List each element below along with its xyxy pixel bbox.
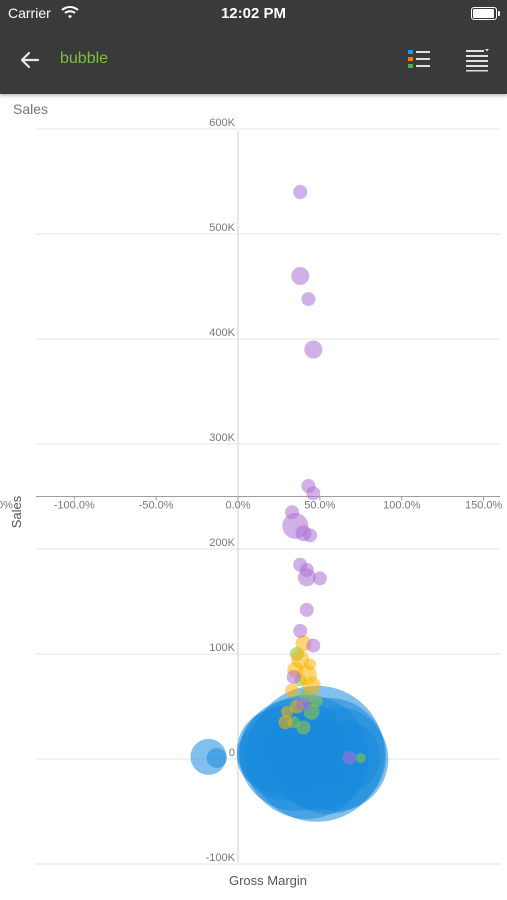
bubble-point [312,571,327,586]
bubble-point [293,623,308,638]
menu-lines-icon[interactable] [464,46,490,72]
y-tick-label: -100K [206,852,236,864]
y-tick-label: 300K [209,432,235,444]
bubble-point [296,697,311,712]
navigation-bar: bubble [0,28,507,94]
bubble-point [296,720,311,735]
chart-title: Sales [13,101,49,117]
legend-list-icon[interactable] [406,46,432,72]
x-axis-title: Gross Margin [229,873,307,888]
bubble-point [297,568,316,587]
x-tick-label: 100.0% [383,500,421,512]
back-arrow-icon[interactable] [18,48,42,72]
bubble-point [285,683,300,698]
wifi-icon [61,6,79,19]
status-time: 12:02 PM [220,5,287,22]
x-tick-label: -150.0% [0,500,13,512]
x-tick-label: -50.0% [139,500,174,512]
bubble-point [206,747,227,768]
bubble-point [310,695,323,708]
bubble-point [285,505,300,520]
y-tick-label: 200K [209,537,235,549]
carrier-label: Carrier [8,5,51,21]
bubble-point [301,292,316,307]
y-tick-label: 500K [209,222,235,234]
bubble-point [281,705,294,718]
y-tick-label: 0 [229,747,235,759]
battery-icon [471,7,500,20]
y-tick-label: 400K [209,327,235,339]
bubble-point [306,486,321,501]
bubble-point [303,528,318,543]
y-axis-title: Sales [9,495,24,528]
bubble-point [306,638,321,653]
bubble-point [342,750,357,765]
bubble-point [291,267,310,285]
bubble-point [278,715,293,730]
page-title: bubble [60,50,109,67]
x-tick-label: 50.0% [304,500,335,512]
x-tick-label: -100.0% [54,500,95,512]
bubble-point [302,676,321,695]
bubble-point [293,185,308,199]
bubble-point [304,658,317,671]
bubble-point [355,752,366,763]
bubble-point [304,340,323,359]
y-tick-label: 600K [209,117,235,129]
bubble-point [299,602,314,617]
status-bar: Carrier 12:02 PM [0,0,507,28]
x-tick-label: 0.0% [225,500,250,512]
battery-level-fill [473,9,494,18]
bubble-point [286,670,301,685]
x-tick-label: 150.0% [465,500,503,512]
y-tick-label: 100K [209,642,235,654]
